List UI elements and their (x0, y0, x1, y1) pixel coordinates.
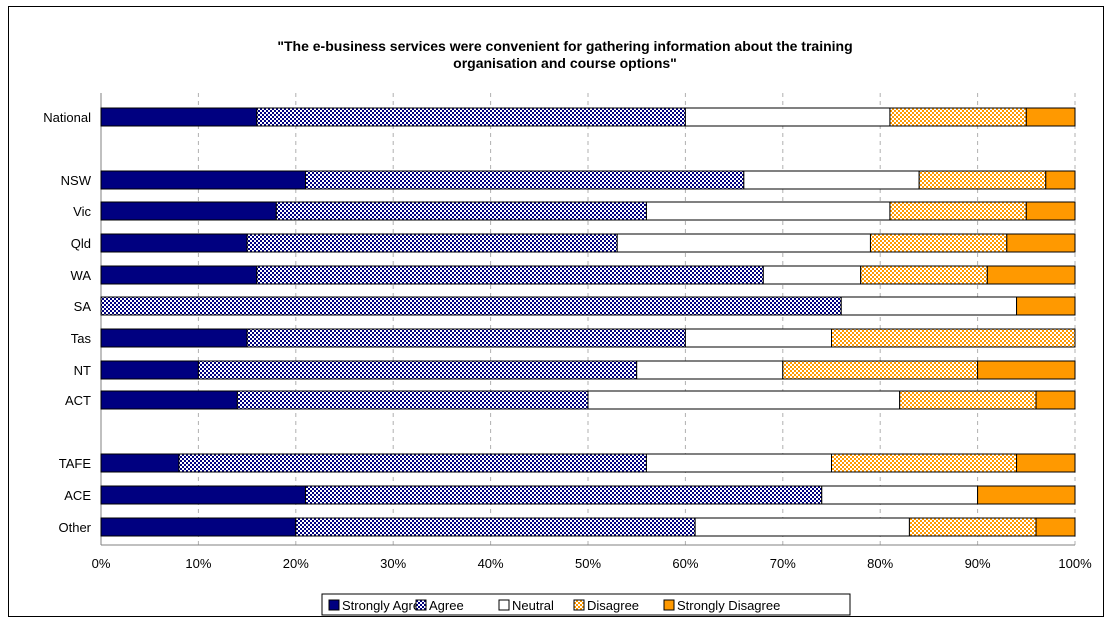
bar-qld-agree (246, 233, 618, 253)
legend-label-neutral: Neutral (512, 598, 554, 613)
y-tick-label-act: ACT (65, 393, 91, 408)
bar-ace-strongly-disagree (977, 485, 1076, 505)
bar-act-neutral (587, 390, 901, 410)
legend-swatch-strongly-agree (328, 599, 340, 611)
bar-qld-disagree (869, 233, 1008, 253)
y-tick-label-vic: Vic (73, 204, 91, 219)
bar-national-agree (256, 107, 686, 127)
bar-tas-neutral (684, 328, 833, 348)
bar-national-neutral (684, 107, 891, 127)
bar-tas-agree (246, 328, 686, 348)
y-tick-label-other: Other (58, 520, 91, 535)
bar-sa-agree (100, 296, 842, 316)
bar-nt-disagree (782, 360, 979, 380)
bar-tafe-neutral (645, 453, 832, 473)
x-tick-label-60: 60% (672, 556, 698, 571)
legend-label-disagree: Disagree (587, 598, 639, 613)
bar-act-agree (236, 390, 589, 410)
bar-vic-strongly-disagree (1025, 201, 1076, 221)
bar-wa-strongly-agree (100, 265, 258, 285)
y-axis-labels: National NSW Vic Qld WA SA Tas NT ACT TAFE ACE Othe… (43, 110, 91, 535)
y-tick-label-tas: Tas (71, 331, 92, 346)
legend-swatch-agree (415, 599, 427, 611)
bar-nt-neutral (636, 360, 784, 380)
bar-nsw-agree (305, 170, 745, 190)
bar-national-disagree (889, 107, 1027, 127)
chart-title-line-2: organisation and course options" (453, 55, 677, 71)
bar-ace-agree (305, 485, 823, 505)
y-tick-label-tafe: TAFE (59, 456, 92, 471)
bar-national-strongly-disagree (1025, 107, 1076, 127)
bar-wa-neutral (762, 265, 862, 285)
bar-nt-strongly-agree (100, 360, 199, 380)
legend: Strongly Agree Agree Neutral Disagree Strong… (321, 593, 851, 616)
bar-ace-strongly-agree (100, 485, 307, 505)
y-tick-label-ace: ACE (64, 488, 91, 503)
y-tick-label-national: National (43, 110, 91, 125)
bar-qld-strongly-agree (100, 233, 248, 253)
bar-tafe-strongly-agree (100, 453, 180, 473)
bar-act-strongly-agree (100, 390, 238, 410)
bar-national-strongly-agree (100, 107, 258, 127)
bar-other-agree (295, 517, 696, 537)
legend-box (321, 593, 851, 616)
legend-label-strongly-agree: Strongly Agree (342, 598, 427, 613)
x-tick-label-70: 70% (770, 556, 796, 571)
bar-sa-strongly-disagree (1016, 296, 1076, 316)
bar-nsw-disagree (918, 170, 1047, 190)
x-tick-label-0: 0% (92, 556, 111, 571)
bar-nt-strongly-disagree (977, 360, 1076, 380)
x-tick-label-100: 100% (1058, 556, 1092, 571)
bar-qld-neutral (616, 233, 871, 253)
x-tick-label-80: 80% (867, 556, 893, 571)
bar-vic-disagree (889, 201, 1027, 221)
y-tick-label-qld: Qld (71, 236, 91, 251)
x-tick-label-30: 30% (380, 556, 406, 571)
bar-wa-strongly-disagree (986, 265, 1076, 285)
legend-label-agree: Agree (429, 598, 464, 613)
bar-ace-neutral (821, 485, 979, 505)
bar-nt-agree (197, 360, 638, 380)
bar-nsw-strongly-disagree (1045, 170, 1076, 190)
bars-group (100, 107, 1076, 537)
bar-nsw-strongly-agree (100, 170, 307, 190)
bar-other-disagree (908, 517, 1037, 537)
legend-label-strongly-disagree: Strongly Disagree (677, 598, 780, 613)
bar-nsw-neutral (743, 170, 920, 190)
x-tick-label-50: 50% (575, 556, 601, 571)
y-tick-label-wa: WA (71, 268, 92, 283)
bar-vic-strongly-agree (100, 201, 277, 221)
legend-swatch-disagree (573, 599, 585, 611)
bar-vic-neutral (645, 201, 891, 221)
bar-wa-agree (256, 265, 764, 285)
bar-tafe-strongly-disagree (1016, 453, 1076, 473)
bar-other-neutral (694, 517, 910, 537)
bar-tas-strongly-agree (100, 328, 248, 348)
y-tick-label-nt: NT (74, 363, 91, 378)
bar-other-strongly-agree (100, 517, 297, 537)
bar-act-disagree (899, 390, 1037, 410)
y-tick-label-sa: SA (74, 299, 92, 314)
x-tick-label-10: 10% (185, 556, 211, 571)
legend-swatch-strongly-disagree (663, 599, 675, 611)
x-tick-label-90: 90% (965, 556, 991, 571)
bar-act-strongly-disagree (1035, 390, 1076, 410)
bar-wa-disagree (860, 265, 988, 285)
x-tick-label-20: 20% (283, 556, 309, 571)
x-tick-label-40: 40% (478, 556, 504, 571)
bar-tas-disagree (831, 328, 1076, 348)
bar-tafe-agree (178, 453, 647, 473)
x-axis-labels: 0% 10% 20% 30% 40% 50% 60% 70% 80% 90% 100% (92, 556, 1092, 571)
bar-vic-agree (275, 201, 647, 221)
bar-other-strongly-disagree (1035, 517, 1076, 537)
legend-swatch-neutral (498, 599, 510, 611)
y-tick-label-nsw: NSW (61, 173, 92, 188)
bar-tafe-disagree (831, 453, 1018, 473)
bar-qld-strongly-disagree (1006, 233, 1076, 253)
gridlines (100, 93, 1076, 546)
bar-sa-neutral (840, 296, 1018, 316)
chart-title-line-1: "The e-business services were convenient… (277, 38, 852, 54)
